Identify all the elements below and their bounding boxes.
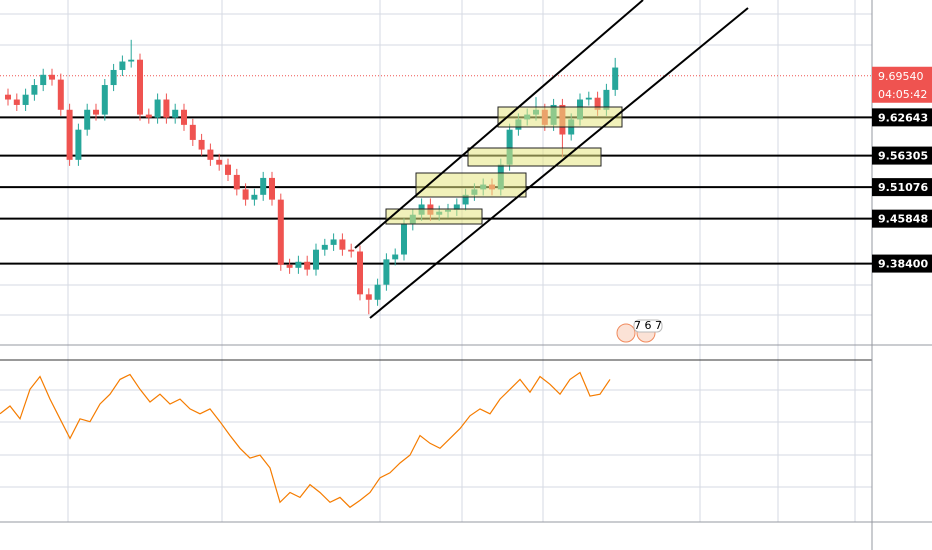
candle-body — [57, 79, 64, 110]
candle-body — [321, 244, 328, 250]
drawings — [385, 106, 623, 225]
candle-body — [40, 74, 47, 86]
grid — [0, 0, 872, 522]
candle-body — [49, 74, 55, 80]
candle-body — [295, 261, 302, 268]
candle-body — [374, 284, 381, 300]
price-label: 9.62643 — [878, 111, 928, 124]
candle-body — [22, 94, 29, 105]
candle-body — [84, 109, 91, 130]
price-label: 9.56305 — [878, 150, 928, 163]
candle-body — [5, 94, 11, 100]
candle-body — [251, 194, 258, 200]
candle-body — [304, 261, 311, 270]
price-label: 9.45848 — [878, 213, 928, 226]
candle-body — [383, 259, 390, 285]
event-badge: 7 6 7 — [616, 319, 663, 343]
candle-body — [612, 67, 619, 90]
candle-body — [233, 174, 240, 190]
candle-body — [242, 189, 249, 200]
candle-body — [401, 224, 407, 255]
candle-body — [163, 99, 170, 118]
candle-body — [330, 239, 337, 245]
candle-body — [277, 199, 284, 265]
current-price-box — [872, 66, 932, 103]
candle-body — [172, 109, 179, 118]
candle-body — [101, 85, 108, 115]
candle-body — [216, 159, 223, 165]
candle-body — [110, 69, 117, 86]
price-label: 9.38400 — [878, 258, 928, 271]
candle-body — [128, 59, 135, 62]
price-label-box — [872, 146, 932, 165]
price-label-box — [872, 254, 932, 273]
candle-body — [365, 294, 372, 300]
candle-body — [603, 89, 610, 110]
badge-text: 7 6 7 — [634, 319, 662, 332]
candle-body — [198, 139, 205, 150]
candle-body — [181, 109, 187, 125]
candle-body — [313, 249, 319, 270]
candle-body — [13, 99, 20, 105]
candle-body — [145, 114, 152, 118]
price-label: 9.51076 — [878, 181, 928, 194]
candle-body — [339, 239, 346, 250]
indicator-line — [0, 371, 611, 509]
candle-body — [594, 97, 601, 110]
candle-body — [119, 61, 126, 70]
candle-body — [260, 177, 267, 195]
candle-body — [585, 97, 592, 100]
price-label-box — [872, 209, 932, 228]
candle-body — [225, 164, 231, 175]
channel — [354, 0, 749, 319]
candle-body — [75, 129, 82, 160]
candle-body — [269, 177, 275, 200]
candle-body — [348, 249, 355, 252]
candle-body — [453, 204, 460, 210]
candle-body — [392, 254, 399, 260]
current-price-label: 9.69540 — [878, 70, 924, 83]
candle-body — [286, 264, 293, 268]
price-label-box — [872, 108, 932, 127]
candle-body — [154, 99, 161, 118]
candle-body — [462, 194, 469, 205]
countdown: 04:05:42 — [878, 88, 927, 101]
candle-body — [506, 129, 513, 165]
candle-body — [93, 109, 99, 115]
candle-body — [137, 59, 143, 115]
candle-body — [66, 109, 73, 160]
candle-body — [189, 124, 196, 140]
candle-body — [357, 251, 363, 295]
price-label-box — [872, 178, 932, 197]
candle-body — [207, 149, 214, 160]
candle-body — [31, 85, 38, 95]
